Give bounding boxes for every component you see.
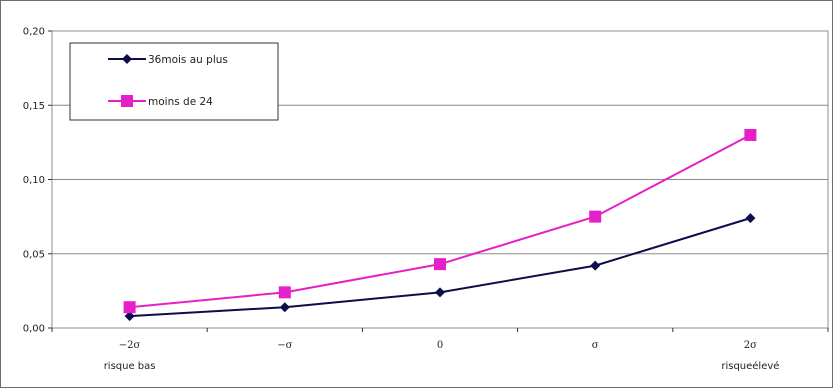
series-1-point bbox=[279, 302, 290, 313]
x-tick-label: 2σ bbox=[744, 340, 757, 351]
series-line-2 bbox=[129, 134, 751, 309]
series-2-point bbox=[123, 301, 136, 314]
series-1-point bbox=[590, 260, 601, 271]
y-tick-label: 0,15 bbox=[23, 101, 45, 112]
series-2-point bbox=[589, 210, 602, 223]
x-tick-label: −σ bbox=[277, 340, 292, 351]
legend-marker-2 bbox=[121, 95, 133, 107]
y-tick-label: 0,05 bbox=[23, 249, 45, 260]
x-tick-label: 0 bbox=[437, 340, 443, 351]
x-tick-label: σ bbox=[592, 340, 599, 351]
series-2-point bbox=[278, 286, 291, 299]
legend-label-2: moins de 24 bbox=[148, 96, 213, 108]
legend-label-1: 36mois au plus bbox=[148, 54, 228, 66]
series-1-point bbox=[435, 287, 445, 298]
x-tick-label: −2σ bbox=[119, 340, 141, 351]
axis-annotation: risqueélevé bbox=[721, 360, 779, 372]
axis-annotation: risque bas bbox=[104, 361, 156, 372]
legend-box bbox=[69, 42, 279, 121]
y-tick-label: 0,20 bbox=[23, 27, 45, 38]
series-2-point bbox=[434, 258, 446, 271]
series-1-point bbox=[745, 213, 756, 224]
y-tick-label: 0,10 bbox=[23, 175, 45, 186]
legend-marker-1 bbox=[122, 54, 132, 64]
series-1-point bbox=[124, 311, 135, 322]
series-2-point bbox=[744, 128, 757, 141]
y-tick-label: 0,00 bbox=[23, 324, 45, 335]
